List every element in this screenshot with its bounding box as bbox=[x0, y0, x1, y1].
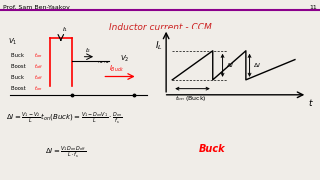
Text: Boost: Boost bbox=[11, 86, 28, 91]
Text: Buck: Buck bbox=[11, 53, 26, 58]
Text: Inductor current - CCM: Inductor current - CCM bbox=[108, 23, 212, 32]
Text: $t_{on}$: $t_{on}$ bbox=[34, 84, 42, 93]
Text: Boost: Boost bbox=[11, 64, 28, 69]
Text: $t$: $t$ bbox=[308, 96, 314, 108]
Text: $\Delta I = \frac{V_1\,D_{on}\,D_{off}}{L \cdot f_s}$: $\Delta I = \frac{V_1\,D_{on}\,D_{off}}{… bbox=[45, 144, 86, 160]
Text: $t_{off}$: $t_{off}$ bbox=[34, 62, 43, 71]
Text: $\Delta I$: $\Delta I$ bbox=[226, 61, 234, 69]
Text: Buck: Buck bbox=[11, 75, 26, 80]
Text: 11: 11 bbox=[309, 5, 317, 10]
Text: $V_1$: $V_1$ bbox=[8, 36, 17, 46]
Text: $I_L$: $I_L$ bbox=[155, 39, 163, 52]
Text: $t_{on}$: $t_{on}$ bbox=[34, 51, 42, 60]
Text: Buck: Buck bbox=[198, 144, 225, 154]
Text: $I_2$: $I_2$ bbox=[85, 46, 91, 55]
Text: $\Delta I$: $\Delta I$ bbox=[253, 61, 261, 69]
Text: $I_{Buck}$: $I_{Buck}$ bbox=[109, 64, 124, 74]
Text: $\Delta I=\frac{V_1-V_2}{L}\,t_{on}(Buck)=\frac{V_1-D_{on}V_1}{L}\cdot\frac{D_{o: $\Delta I=\frac{V_1-V_2}{L}\,t_{on}(Buck… bbox=[6, 110, 123, 126]
Text: $t_{on}$ (Buck): $t_{on}$ (Buck) bbox=[175, 94, 206, 103]
Text: $V_2$: $V_2$ bbox=[120, 54, 129, 64]
Text: $\mathcal{\sim\!\sim}$: $\mathcal{\sim\!\sim}$ bbox=[96, 59, 110, 65]
Text: $t_{off}$: $t_{off}$ bbox=[34, 73, 43, 82]
Text: $I_1$: $I_1$ bbox=[62, 25, 68, 34]
Text: Prof. Sam Ben-Yaakov: Prof. Sam Ben-Yaakov bbox=[3, 5, 70, 10]
